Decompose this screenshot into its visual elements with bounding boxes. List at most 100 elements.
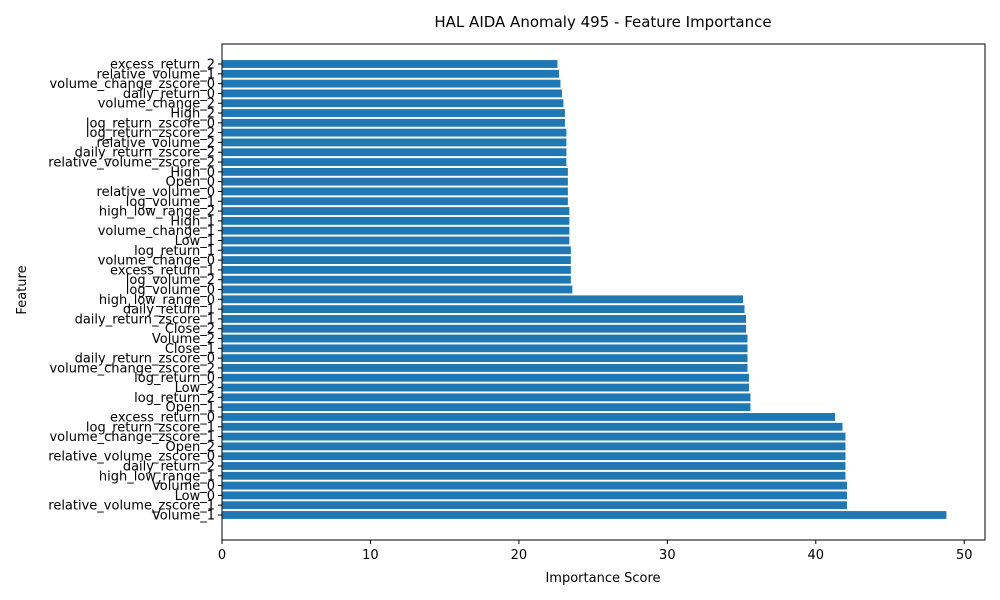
y-tick-label-log_volume_0: log_volume_0 bbox=[126, 283, 215, 298]
x-tick-label-20: 20 bbox=[511, 548, 528, 563]
x-tick-label-10: 10 bbox=[362, 548, 379, 563]
bar-volume_change_2 bbox=[222, 99, 564, 108]
y-tick-label-volume_change_1: volume_change_1 bbox=[98, 224, 215, 239]
y-tick-label-log_return_zscore_2: log_return_zscore_2 bbox=[86, 126, 215, 141]
bar-log_return_0 bbox=[222, 373, 749, 382]
bar-Low_0 bbox=[222, 491, 847, 500]
chart-title: HAL AIDA Anomaly 495 - Feature Importanc… bbox=[434, 13, 771, 31]
y-tick-label-Low_2: Low_2 bbox=[175, 381, 215, 396]
y-tick-label-daily_return_zscore_2: daily_return_zscore_2 bbox=[75, 146, 215, 161]
y-tick-label-excess_return_0: excess_return_0 bbox=[110, 410, 215, 425]
bar-high_low_range_0 bbox=[222, 295, 744, 304]
bar-Low_1 bbox=[222, 236, 570, 245]
y-tick-label-log_return_1: log_return_1 bbox=[134, 244, 215, 259]
bar-log_return_zscore_2 bbox=[222, 128, 567, 137]
bar-daily_return_zscore_1 bbox=[222, 314, 747, 323]
y-tick-label-High_1: High_1 bbox=[170, 214, 215, 229]
y-tick-label-Low_0: Low_0 bbox=[175, 489, 215, 504]
y-tick-label-High_2: High_2 bbox=[170, 107, 215, 122]
y-tick-label-daily_return_zscore_1: daily_return_zscore_1 bbox=[75, 312, 215, 327]
y-axis-label: Feature bbox=[15, 265, 30, 314]
y-tick-label-relative_volume_zscore_1: relative_volume_zscore_1 bbox=[48, 499, 215, 514]
bar-Volume_2 bbox=[222, 334, 748, 343]
bar-excess_return_1 bbox=[222, 265, 571, 274]
y-tick-label-high_low_range_1: high_low_range_1 bbox=[99, 469, 215, 484]
y-tick-label-daily_return_zscore_0: daily_return_zscore_0 bbox=[75, 352, 215, 367]
bar-log_volume_0 bbox=[222, 285, 573, 294]
y-tick-label-high_low_range_2: high_low_range_2 bbox=[99, 205, 215, 220]
y-tick-label-relative_volume_zscore_2: relative_volume_zscore_2 bbox=[48, 156, 215, 171]
y-tick-label-excess_return_1: excess_return_1 bbox=[110, 263, 215, 278]
bars-group bbox=[222, 60, 947, 519]
y-tick-label-relative_volume_2: relative_volume_2 bbox=[97, 136, 215, 151]
y-tick-label-relative_volume_0: relative_volume_0 bbox=[97, 185, 215, 200]
bar-relative_volume_zscore_1 bbox=[222, 501, 847, 510]
y-tick-label-volume_change_zscore_0: volume_change_zscore_0 bbox=[49, 77, 215, 92]
bar-log_return_zscore_0 bbox=[222, 118, 565, 127]
x-tick-label-50: 50 bbox=[956, 548, 973, 563]
bar-daily_return_zscore_2 bbox=[222, 148, 567, 157]
bar-daily_return_2 bbox=[222, 462, 846, 470]
y-tick-label-relative_volume_zscore_0: relative_volume_zscore_0 bbox=[48, 450, 215, 465]
y-tick-label-log_return_zscore_0: log_return_zscore_0 bbox=[86, 116, 215, 131]
y-tick-label-volume_change_0: volume_change_0 bbox=[98, 254, 215, 269]
y-tick-label-daily_return_2: daily_return_2 bbox=[123, 459, 215, 474]
y-tick-labels: Volume_1relative_volume_zscore_1Low_0Vol… bbox=[48, 58, 222, 524]
bar-log_return_2 bbox=[222, 393, 751, 402]
y-tick-label-high_low_range_0: high_low_range_0 bbox=[99, 293, 215, 308]
y-tick-label-daily_return_1: daily_return_1 bbox=[123, 303, 215, 318]
plot-frame bbox=[221, 43, 986, 541]
y-tick-label-excess_return_2: excess_return_2 bbox=[110, 58, 215, 73]
x-axis-label: Importance Score bbox=[545, 571, 660, 586]
y-tick-label-relative_volume_1: relative_volume_1 bbox=[97, 67, 215, 82]
bar-log_volume_1 bbox=[222, 197, 568, 206]
bar-High_2 bbox=[222, 109, 565, 117]
bar-Close_2 bbox=[222, 324, 747, 333]
y-tick-label-volume_change_zscore_2: volume_change_zscore_2 bbox=[49, 361, 215, 376]
y-tick-label-daily_return_0: daily_return_0 bbox=[123, 87, 215, 102]
bar-volume_change_zscore_2 bbox=[222, 364, 748, 372]
y-tick-label-volume_change_zscore_1: volume_change_zscore_1 bbox=[49, 430, 215, 445]
bar-Open_0 bbox=[222, 177, 568, 186]
bar-log_return_1 bbox=[222, 246, 571, 255]
bar-volume_change_0 bbox=[222, 256, 571, 265]
y-tick-label-log_volume_1: log_volume_1 bbox=[126, 195, 215, 210]
x-tick-label-40: 40 bbox=[808, 548, 825, 563]
bar-Volume_1 bbox=[222, 511, 947, 519]
y-tick-label-Open_1: Open_1 bbox=[166, 401, 216, 416]
y-tick-label-log_return_2: log_return_2 bbox=[134, 391, 215, 406]
bar-daily_return_0 bbox=[222, 89, 562, 98]
x-tick-label-30: 30 bbox=[659, 548, 676, 563]
bar-relative_volume_zscore_2 bbox=[222, 158, 567, 166]
y-tick-label-Close_1: Close_1 bbox=[165, 342, 215, 357]
bar-relative_volume_2 bbox=[222, 138, 567, 147]
y-tick-label-Open_0: Open_0 bbox=[166, 175, 216, 190]
bar-volume_change_1 bbox=[222, 226, 570, 235]
bar-relative_volume_0 bbox=[222, 187, 568, 196]
y-tick-label-Volume_0: Volume_0 bbox=[152, 479, 215, 494]
bar-log_return_zscore_1 bbox=[222, 422, 843, 431]
bar-relative_volume_1 bbox=[222, 69, 559, 78]
bar-High_0 bbox=[222, 167, 568, 176]
y-tick-label-log_volume_2: log_volume_2 bbox=[126, 273, 215, 288]
y-tick-label-volume_change_2: volume_change_2 bbox=[98, 97, 215, 112]
bar-Low_2 bbox=[222, 383, 749, 392]
y-tick-label-Open_2: Open_2 bbox=[166, 440, 216, 455]
y-tick-label-Volume_1: Volume_1 bbox=[152, 509, 215, 524]
x-tick-label-0: 0 bbox=[218, 548, 226, 563]
y-tick-label-High_0: High_0 bbox=[170, 165, 215, 180]
bar-daily_return_zscore_0 bbox=[222, 354, 748, 363]
x-tick-labels: 0 10 20 30 40 50 bbox=[218, 540, 973, 563]
y-tick-label-log_return_zscore_1: log_return_zscore_1 bbox=[86, 420, 215, 435]
y-tick-label-log_return_0: log_return_0 bbox=[134, 371, 215, 386]
bar-high_low_range_2 bbox=[222, 207, 570, 215]
y-tick-label-Low_1: Low_1 bbox=[175, 234, 215, 249]
bar-volume_change_zscore_0 bbox=[222, 79, 561, 88]
bar-high_low_range_1 bbox=[222, 471, 846, 480]
bar-High_1 bbox=[222, 216, 570, 225]
y-tick-label-Close_2: Close_2 bbox=[165, 322, 215, 337]
bar-Open_2 bbox=[222, 442, 846, 451]
y-tick-label-Volume_2: Volume_2 bbox=[152, 332, 215, 347]
